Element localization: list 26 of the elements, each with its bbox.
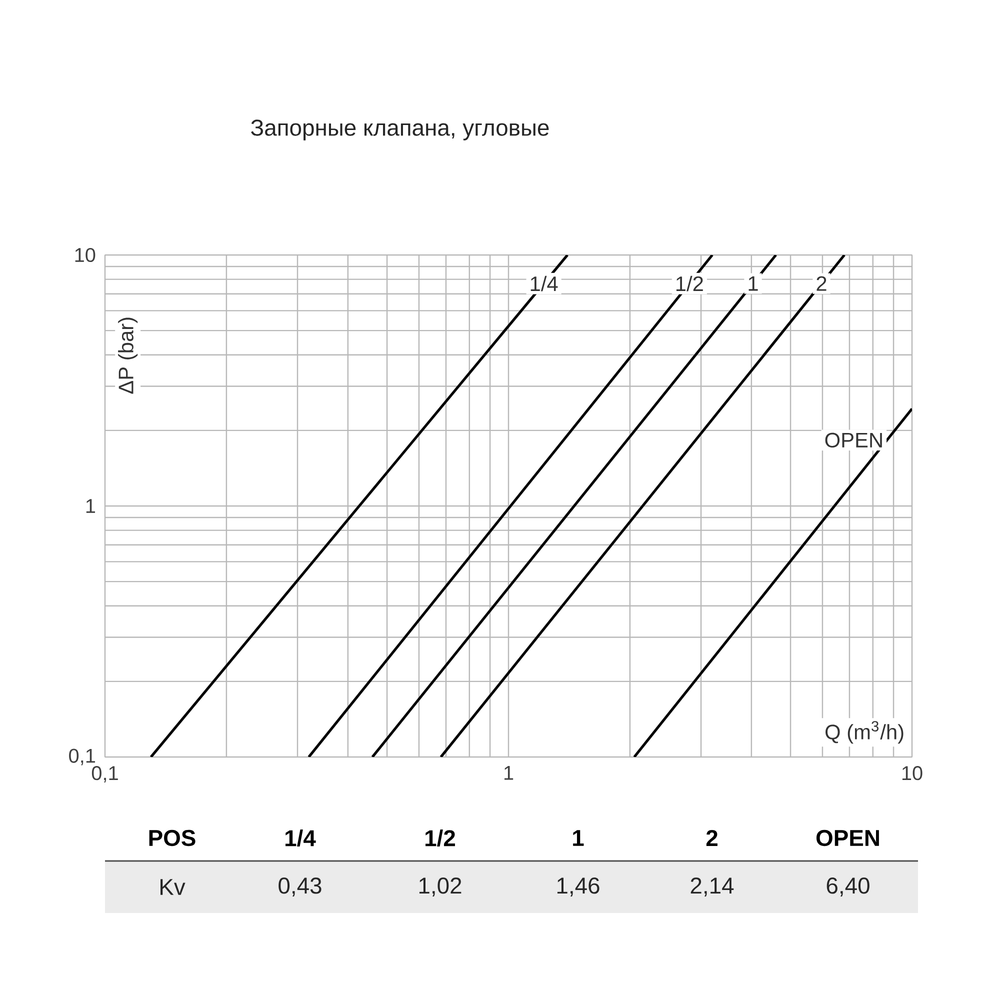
text: 1/2 xyxy=(426,829,455,847)
x-tick-label: 0,1 xyxy=(92,766,118,783)
text: 1,46 xyxy=(557,878,600,896)
y-tick-label: 1 xyxy=(86,499,95,513)
text: 1/4 xyxy=(286,829,316,847)
y-tick-label: 10 xyxy=(75,248,96,262)
text: POS xyxy=(149,830,196,846)
series-label: 1/4 xyxy=(530,276,558,292)
series-label: 2 xyxy=(816,276,826,291)
text: 0,43 xyxy=(278,878,322,896)
text: Kv xyxy=(160,879,186,895)
y-tick-label: 0,1 xyxy=(69,748,95,766)
text: 6,40 xyxy=(826,878,870,896)
text: OPEN xyxy=(816,830,879,846)
x-tick-label: 10 xyxy=(902,766,922,780)
series-label: 1/2 xyxy=(676,276,703,292)
x-axis-title: Q (m$^{3}$/h) xyxy=(826,721,904,744)
text: 2,14 xyxy=(690,878,734,896)
text: 1 xyxy=(573,830,584,846)
series-label: 1 xyxy=(748,276,758,291)
text: 2 xyxy=(706,830,718,846)
y-axis-title: ΔP (bar) xyxy=(118,318,138,394)
text: 1,02 xyxy=(419,878,462,896)
x-tick-label: 1 xyxy=(504,766,514,780)
chart-title: Запорные клапана, угловые xyxy=(251,120,549,140)
series-label: OPEN xyxy=(825,432,882,448)
